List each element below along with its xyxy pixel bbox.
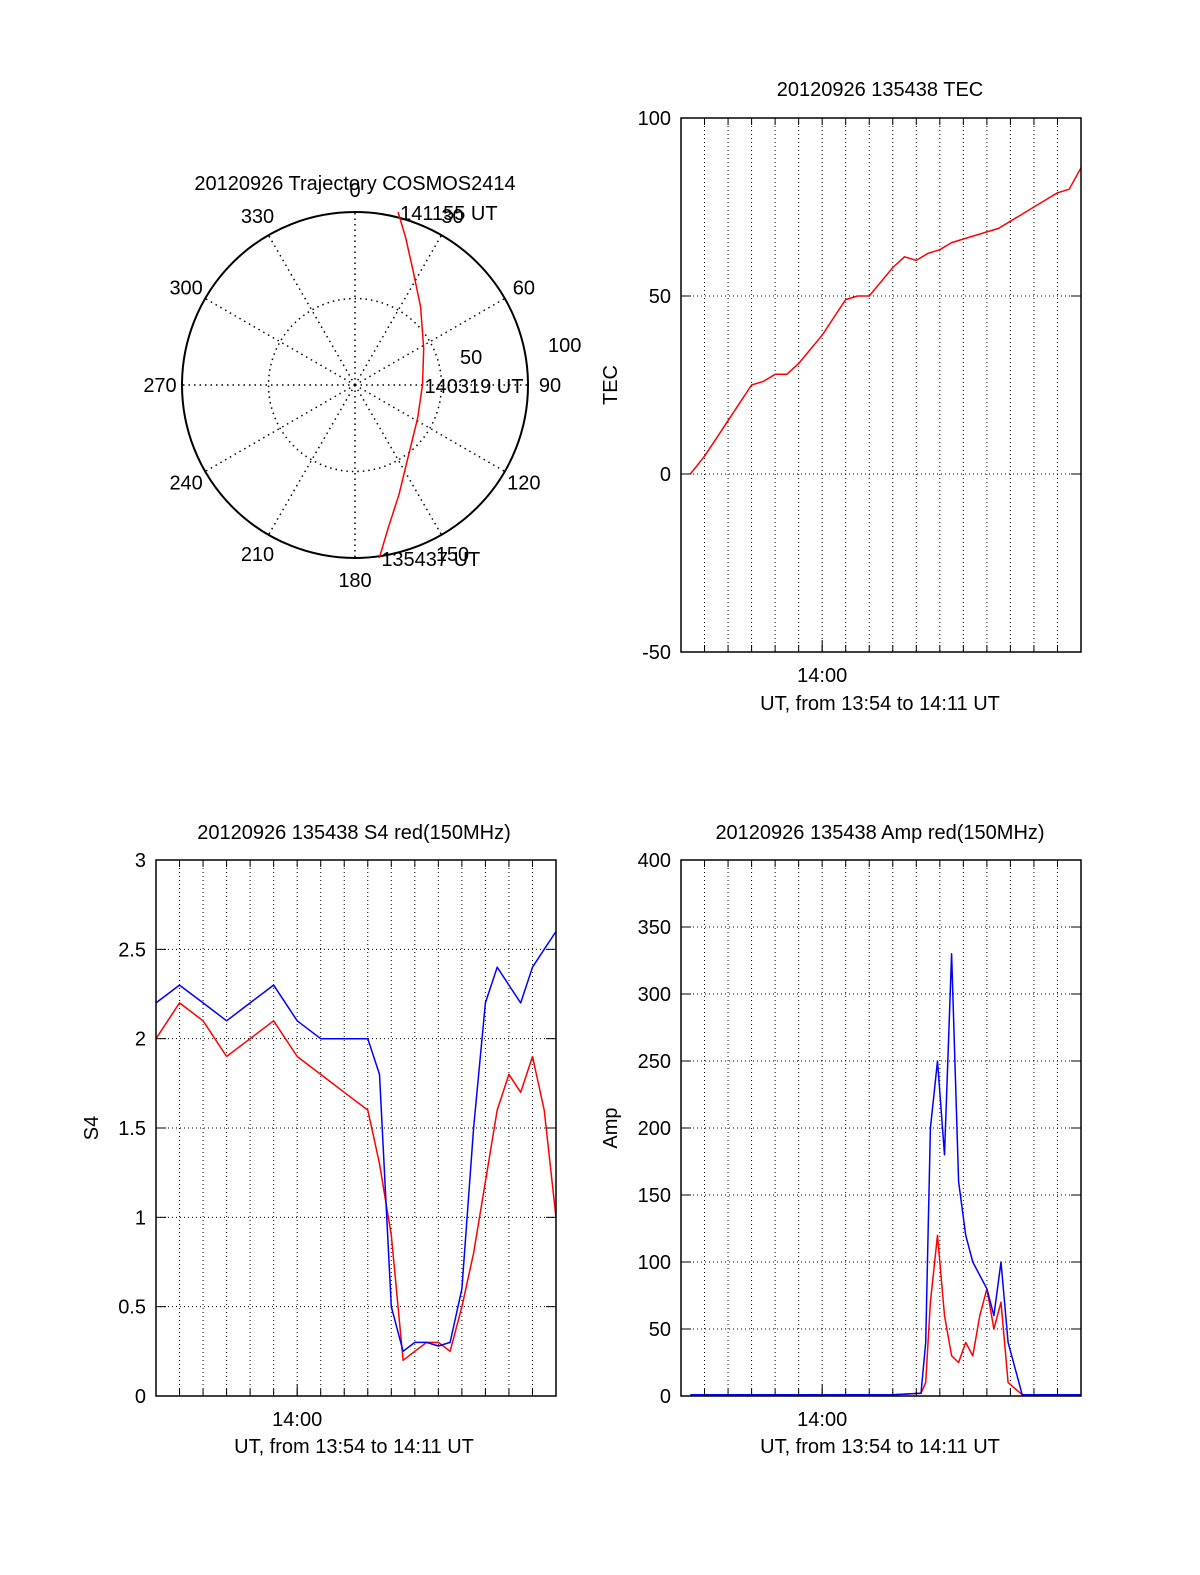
tec-y-tick-label: 100 (638, 108, 671, 130)
trajectory-line-0 (378, 211, 425, 559)
s4-title: 20120926 135438 S4 red(150MHz) (197, 822, 511, 844)
polar-title: 20120926 Trajectory COSMOS2414 (194, 173, 515, 195)
tec-y-tick-label: 50 (649, 286, 671, 308)
s4-y-tick-label: 3 (135, 850, 146, 872)
amp-y-tick-label: 250 (638, 1051, 671, 1073)
polar-spoke-120 (354, 384, 506, 473)
tec-ticks: -50 0 50 100 14:00 (638, 108, 1081, 687)
amp-y-tick-label: 400 (638, 850, 671, 872)
azimuth-label-180: 180 (338, 570, 371, 592)
polar-grid (182, 212, 528, 558)
tec-y-tick-label: 0 (660, 464, 671, 486)
azimuth-label-240: 240 (169, 473, 202, 495)
amp-series (690, 953, 1081, 1396)
tec-y-tick-label: -50 (642, 642, 671, 664)
azimuth-label-150: 150 (436, 544, 469, 566)
amp-title: 20120926 135438 Amp red(150MHz) (715, 822, 1044, 844)
s4-y-tick-label: 0 (135, 1386, 146, 1408)
tec-y-axis-label: TEC (600, 365, 622, 405)
s4-y-tick-label: 2 (135, 1029, 146, 1051)
azimuth-label-60: 60 (513, 278, 535, 300)
amp-y-tick-label: 300 (638, 984, 671, 1006)
amp-y-tick-label: 350 (638, 917, 671, 939)
tec-grid (681, 118, 1081, 652)
polar-ring-50 (267, 297, 443, 473)
s4-ticks: 0 0.5 1 1.5 2 2.5 3 14:00 (118, 850, 556, 1431)
s4-plot-frame (155, 859, 557, 1397)
azimuth-label-210: 210 (241, 544, 274, 566)
ring-label-100: 100 (548, 335, 581, 357)
azimuth-label-0: 0 (349, 180, 360, 202)
azimuth-label-30: 30 (441, 206, 463, 228)
amp-chart: 20120926 135438 Amp red(150MHz) UT, from… (600, 822, 1082, 1458)
ring-label-50: 50 (460, 347, 482, 369)
amp-y-tick-label: 150 (638, 1185, 671, 1207)
trajectory-annotation-2: 135437 UT (381, 549, 480, 571)
amp-y-tick-label: 50 (649, 1319, 671, 1341)
azimuth-labels: 0 30 60 90 120 150 180 210 240 270 300 330 (143, 180, 561, 592)
s4-y-tick-label: 2.5 (118, 939, 146, 961)
tec-title: 20120926 135438 TEC (777, 79, 983, 101)
tec-plot-frame (680, 117, 1082, 653)
s4-y-tick-label: 1 (135, 1207, 146, 1229)
tec-chart: 20120926 135438 TEC UT, from 13:54 to 14… (600, 79, 1082, 715)
trajectory-annotation-0: 141155 UT (400, 203, 497, 225)
amp-plot-frame (680, 859, 1082, 1397)
polar-spoke-60 (354, 297, 506, 386)
azimuth-label-300: 300 (169, 278, 202, 300)
s4-x-tick-label: 14:00 (272, 1409, 322, 1431)
tec-x-axis-label: UT, from 13:54 to 14:11 UT (760, 693, 1000, 715)
polar-spoke-210 (267, 384, 356, 536)
polar-trajectory-chart: 20120926 Trajectory COSMOS2414 0 30 60 90 12… (143, 173, 581, 592)
s4-x-axis-label: UT, from 13:54 to 14:11 UT (234, 1436, 474, 1458)
polar-spoke-240 (204, 384, 356, 473)
amp-ticks: 0 50 100 150 200 250 300 350 400 14:00 (638, 850, 1081, 1431)
s4-series (155, 931, 557, 1362)
polar-spoke-150 (354, 384, 443, 536)
amp-y-tick-label: 0 (660, 1386, 671, 1408)
trajectory-annotation-1: 140319 UT (424, 376, 523, 398)
trajectory-annotations: 141155 UT 140319 UT 135437 UT (381, 203, 523, 571)
amp-x-tick-label: 14:00 (797, 1409, 847, 1431)
s4-y-tick-label: 0.5 (118, 1297, 146, 1319)
s4-series-line-0 (155, 1002, 557, 1362)
azimuth-label-90: 90 (539, 375, 561, 397)
tec-x-tick-label: 14:00 (797, 665, 847, 687)
amp-series-line-1 (690, 953, 1081, 1396)
amp-grid (681, 860, 1081, 1396)
polar-spoke-330 (267, 234, 356, 386)
trajectory-series (378, 211, 425, 559)
amp-x-axis-label: UT, from 13:54 to 14:11 UT (760, 1436, 1000, 1458)
s4-y-tick-label: 1.5 (118, 1118, 146, 1140)
s4-y-axis-label: S4 (81, 1116, 103, 1140)
azimuth-label-330: 330 (241, 206, 274, 228)
polar-spoke-30 (354, 234, 443, 386)
s4-series-line-1 (155, 931, 557, 1353)
polar-spoke-300 (204, 297, 356, 386)
tec-series-line-0 (689, 167, 1082, 475)
tec-series (689, 167, 1082, 475)
amp-y-tick-label: 100 (638, 1252, 671, 1274)
amp-y-tick-label: 200 (638, 1118, 671, 1140)
s4-grid (156, 860, 556, 1396)
azimuth-label-120: 120 (507, 473, 540, 495)
s4-chart: 20120926 135438 S4 red(150MHz) UT, from … (81, 822, 557, 1458)
azimuth-label-270: 270 (143, 375, 176, 397)
amp-y-axis-label: Amp (600, 1107, 622, 1148)
polar-outer-ring (181, 211, 529, 559)
